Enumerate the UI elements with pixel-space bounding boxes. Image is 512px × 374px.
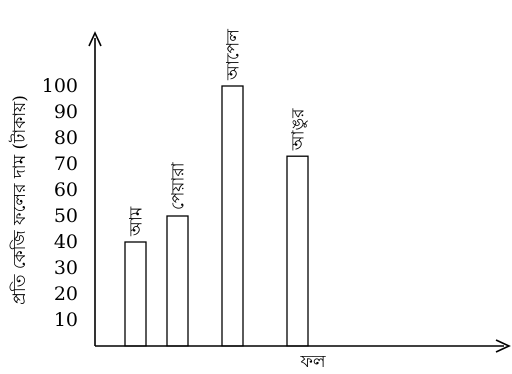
bars-layer (124, 85, 309, 347)
category-labels: আম পেয়ারা আপেল আঙুর (127, 29, 309, 237)
bar (124, 241, 147, 347)
y-tick-label: 60 (54, 179, 78, 201)
y-tick-label: 70 (54, 153, 78, 175)
y-tick-label: 80 (54, 127, 78, 149)
x-axis-title: ফল (299, 352, 325, 372)
y-tick-label: 90 (54, 101, 78, 123)
y-tick-label: 50 (54, 205, 78, 227)
y-tick-labels: 10 20 30 40 50 60 70 80 90 100 (42, 75, 78, 331)
y-tick-label: 10 (54, 309, 78, 331)
y-axis-arrow (88, 31, 102, 47)
bar (286, 155, 309, 347)
category-label: আপেল (224, 29, 244, 81)
y-axis-title: প্রতি কেজি ফলের দাম (টাকায়) (9, 95, 30, 305)
x-axis-arrow (495, 339, 511, 353)
category-label: আঙুর (289, 108, 309, 151)
y-tick-label: 100 (42, 75, 78, 97)
y-tick-label: 40 (54, 231, 78, 253)
y-tick-label: 20 (54, 283, 78, 305)
bar (166, 215, 189, 347)
bar (221, 85, 244, 347)
category-label: আম (127, 206, 147, 237)
category-label: পেয়ারা (169, 161, 189, 210)
y-tick-label: 30 (54, 257, 78, 279)
